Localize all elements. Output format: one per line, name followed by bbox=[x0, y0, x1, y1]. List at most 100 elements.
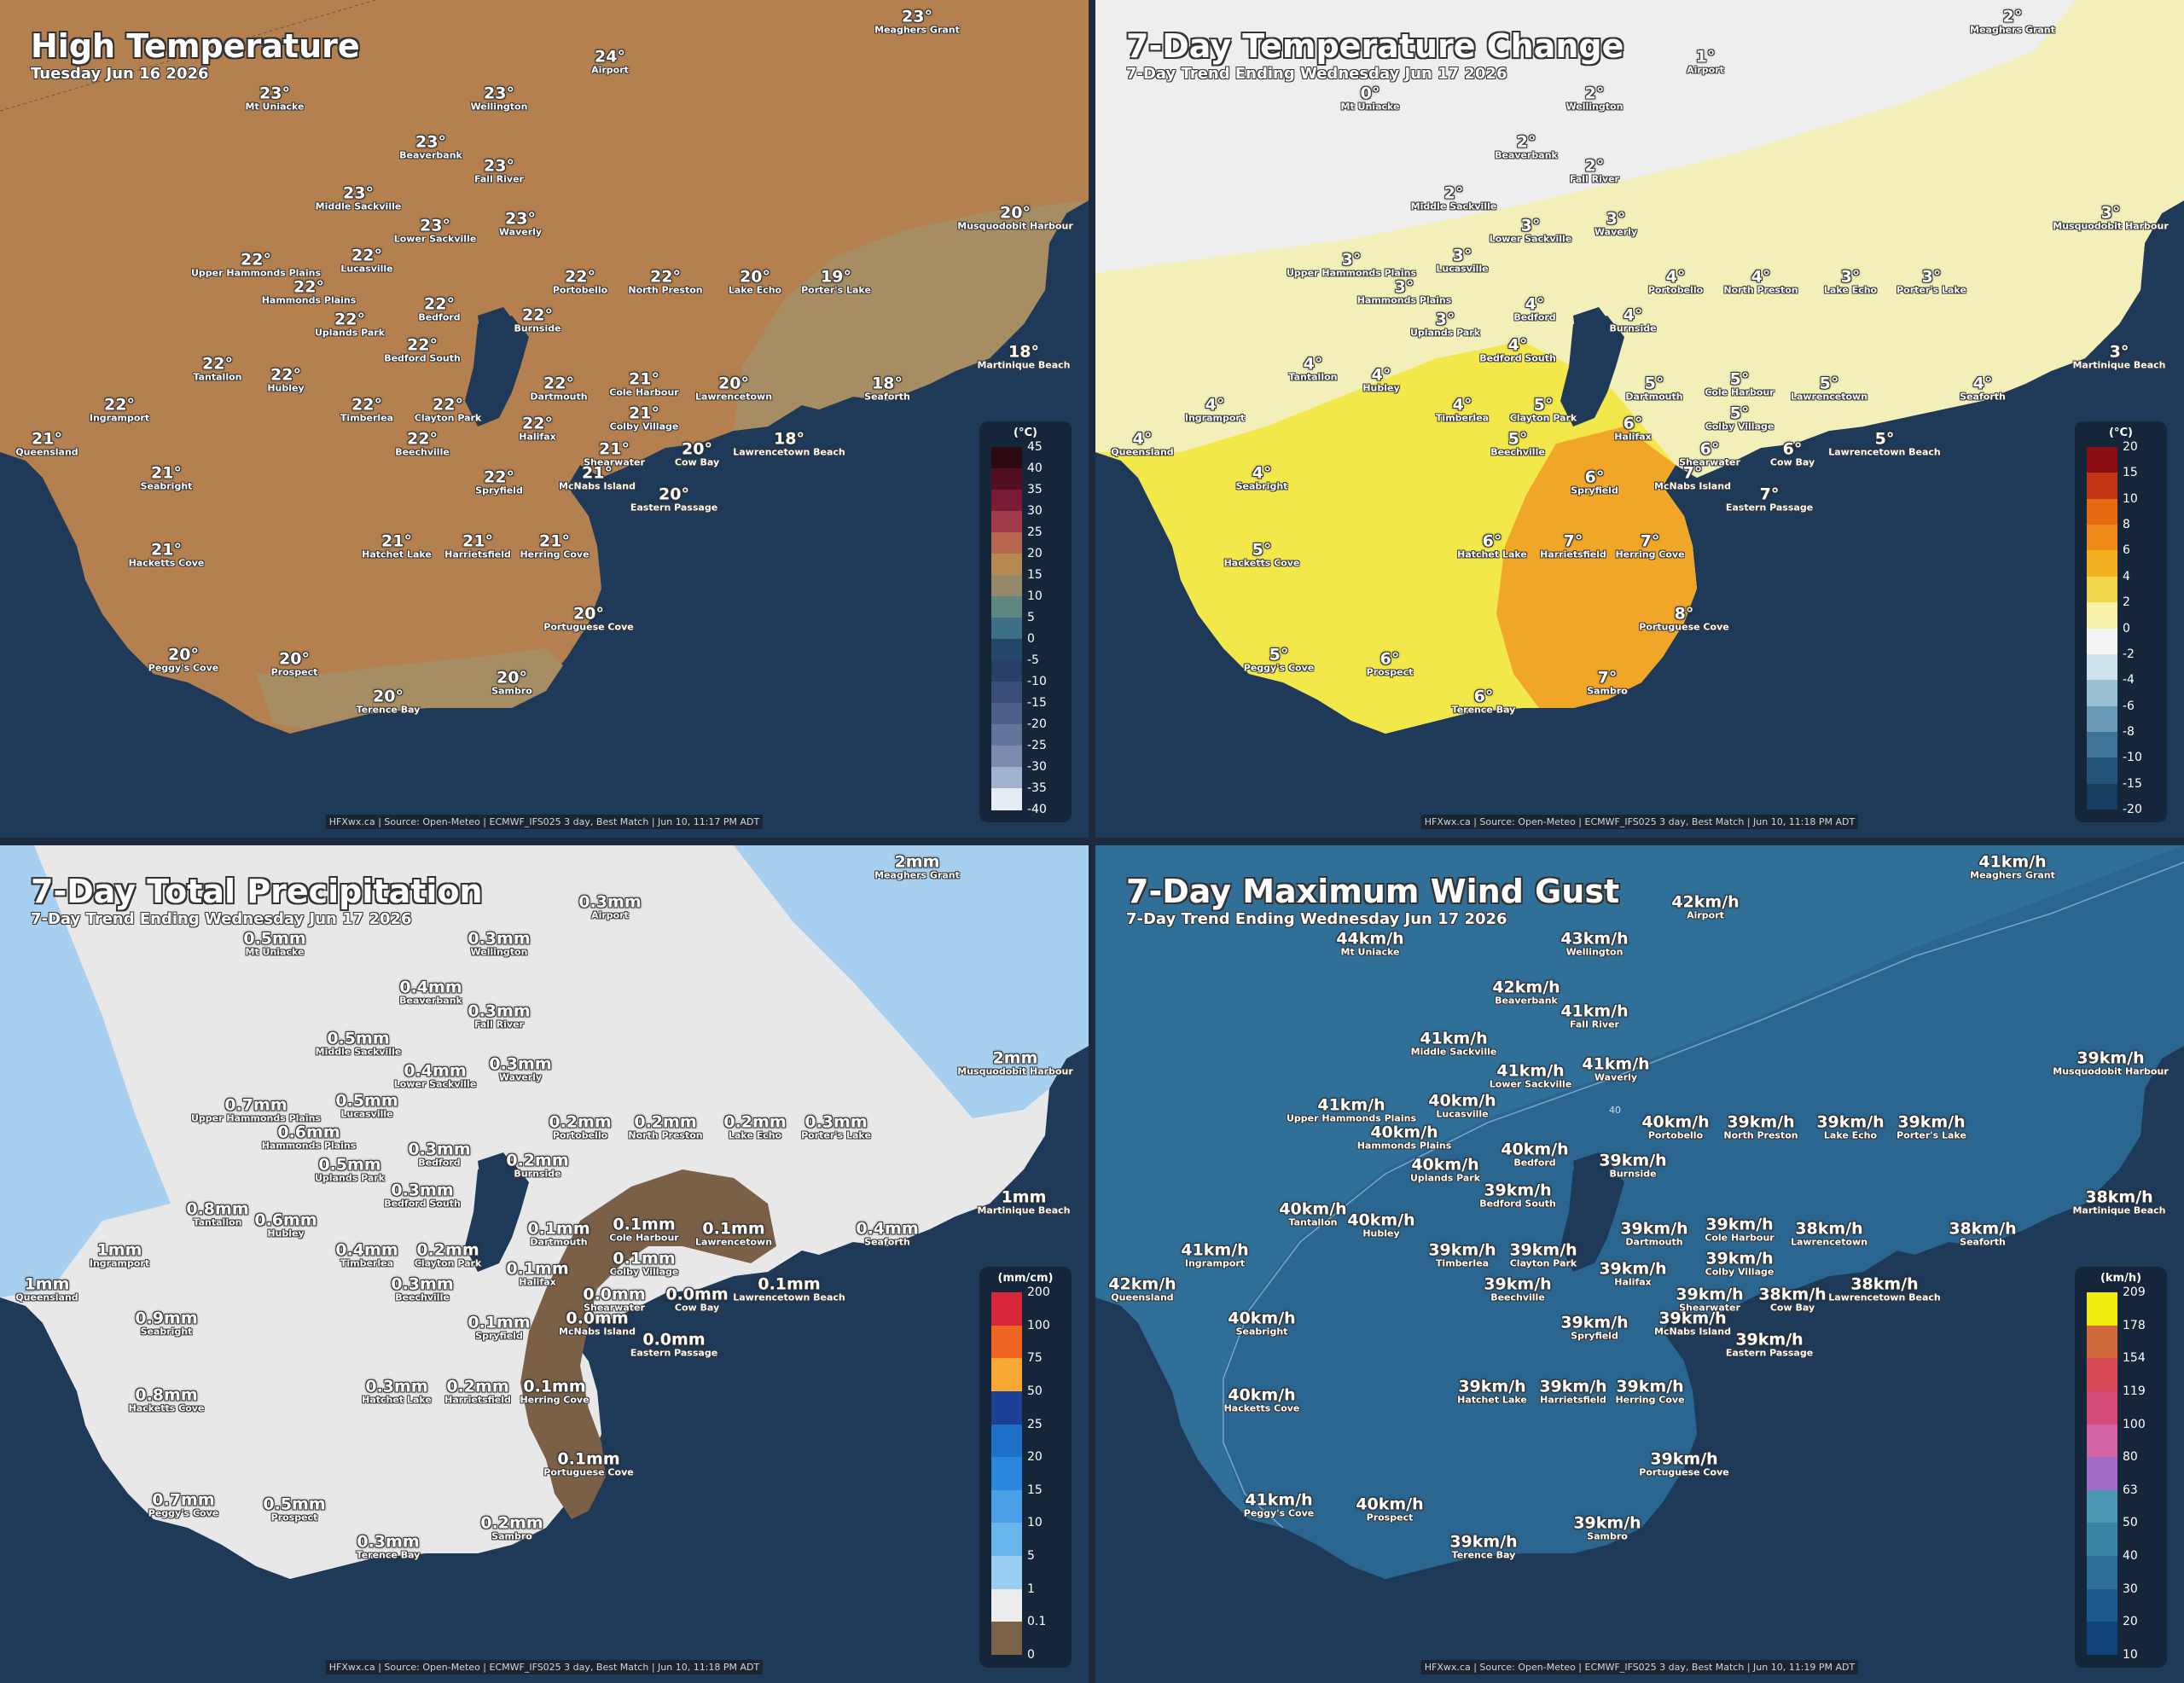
place-value: 0.3mm bbox=[468, 1001, 531, 1021]
place-name: Portobello bbox=[552, 1129, 608, 1141]
place-label: 0.3mm Fall River bbox=[468, 1002, 530, 1030]
legend-unit: (°C) bbox=[2109, 427, 2133, 439]
place-name: Hatchet Lake bbox=[1457, 548, 1527, 560]
place-name: Seabright bbox=[1235, 1326, 1288, 1338]
place-name: Lawrencetown Beach bbox=[733, 1291, 845, 1303]
place-name: Uplands Park bbox=[314, 1172, 386, 1184]
place-value: 7° bbox=[1759, 485, 1780, 504]
place-label: 38km/h Martinique Beach bbox=[2072, 1188, 2165, 1216]
place-name: Clayton Park bbox=[414, 412, 482, 424]
place-name: Meaghers Grant bbox=[874, 24, 960, 36]
legend-tick-label: 35 bbox=[1027, 483, 1043, 496]
place-label: 41km/h Peggy's Cove bbox=[1244, 1491, 1314, 1519]
place-value: 0.1mm bbox=[613, 1215, 676, 1234]
place-label: 22° Ingramport bbox=[90, 396, 149, 424]
place-name: Middle Sackville bbox=[1410, 200, 1497, 212]
place-label: 0.2mm Clayton Park bbox=[415, 1241, 482, 1269]
place-label: 21° Shearwater bbox=[584, 440, 645, 468]
legend-tick-label: 10 bbox=[1027, 1516, 1043, 1530]
legend-swatch bbox=[991, 703, 1022, 725]
legend-tick-label: -40 bbox=[1027, 803, 1047, 816]
place-value: 5° bbox=[1644, 374, 1664, 393]
place-label: 21° McNabs Island bbox=[559, 464, 636, 492]
legend-tick-label: 178 bbox=[2123, 1318, 2146, 1332]
place-value: 39km/h bbox=[1620, 1219, 1688, 1239]
place-value: 22° bbox=[650, 267, 681, 287]
place-name: Sambro bbox=[1587, 1530, 1628, 1542]
place-name: Burnside bbox=[514, 1168, 561, 1180]
place-label: 22° Beechville bbox=[395, 430, 450, 458]
place-name: Dartmouth bbox=[1625, 391, 1683, 403]
place-name: Eastern Passage bbox=[1725, 502, 1814, 514]
legend-swatch bbox=[2087, 1489, 2117, 1523]
place-label: 18° Lawrencetown Beach bbox=[733, 430, 845, 458]
place-name: Eastern Passage bbox=[1725, 1347, 1814, 1359]
place-name: Beaverbank bbox=[1495, 995, 1558, 1007]
legend-swatch bbox=[2087, 783, 2117, 810]
place-label: 4° North Preston bbox=[1723, 268, 1798, 296]
place-label: 5° Beechville bbox=[1490, 430, 1545, 458]
place-value: 4° bbox=[1452, 395, 1472, 415]
place-label: 4° Timberlea bbox=[1436, 396, 1489, 424]
place-name: Meaghers Grant bbox=[874, 869, 960, 881]
legend-tick-label: 30 bbox=[2123, 1581, 2138, 1596]
legend-tick-label: 10 bbox=[1027, 589, 1043, 603]
place-value: 3° bbox=[1394, 277, 1414, 297]
place-label: 22° Lucasville bbox=[340, 247, 392, 275]
place-label: 39km/h Hatchet Lake bbox=[1457, 1378, 1527, 1406]
place-label: 40km/h Uplands Park bbox=[1410, 1156, 1480, 1184]
place-value: 41km/h bbox=[1317, 1095, 1385, 1115]
place-name: Hammonds Plains bbox=[261, 1140, 357, 1152]
place-label: 0.0mm Eastern Passage bbox=[630, 1331, 717, 1359]
place-name: Hacketts Cove bbox=[1223, 1402, 1300, 1414]
place-label: 39km/h Colby Village bbox=[1705, 1250, 1774, 1278]
place-label: 2° Meaghers Grant bbox=[1970, 8, 2055, 36]
two-to-four-band bbox=[1095, 0, 2184, 478]
place-label: 0.2mm Lake Echo bbox=[723, 1113, 786, 1141]
place-value: 21° bbox=[32, 429, 62, 449]
place-label: 0.0mm Cow Bay bbox=[665, 1285, 728, 1314]
place-value: 39km/h bbox=[1616, 1377, 1684, 1396]
place-value: 38km/h bbox=[2085, 1187, 2153, 1207]
place-label: 4° Seaforth bbox=[1960, 374, 2006, 403]
place-name: Musquodobit Harbour bbox=[2053, 220, 2169, 232]
legend-swatch bbox=[991, 447, 1022, 469]
place-name: Beechville bbox=[1490, 1291, 1545, 1303]
place-labels: 2mm Meaghers Grant 0.3mm Airport 0.5mm Mt Uni… bbox=[0, 845, 1089, 1683]
place-value: 40km/h bbox=[1347, 1210, 1415, 1230]
legend-swatch bbox=[991, 1556, 1022, 1590]
place-name: Cole Harbour bbox=[609, 386, 679, 398]
place-label: 2mm Musquodobit Harbour bbox=[957, 1049, 1073, 1077]
place-name: Colby Village bbox=[1705, 421, 1774, 432]
place-label: 39km/h Dartmouth bbox=[1620, 1220, 1687, 1248]
place-labels: 41km/h Meaghers Grant 42km/h Airport 44km/h M… bbox=[1095, 845, 2184, 1683]
place-name: Hatchet Lake bbox=[362, 1394, 432, 1406]
place-label: 19° Porter's Lake bbox=[801, 268, 871, 296]
legend-swatch bbox=[991, 511, 1022, 533]
place-label: 20° Prospect bbox=[271, 650, 318, 678]
place-value: 4° bbox=[1303, 354, 1323, 374]
panel-title: High Temperature bbox=[31, 27, 360, 65]
place-label: 0.5mm Prospect bbox=[263, 1495, 325, 1523]
place-name: Hubley bbox=[1362, 1227, 1400, 1239]
place-name: Dartmouth bbox=[530, 391, 588, 403]
place-value: 40km/h bbox=[1228, 1385, 1296, 1405]
place-name: Airport bbox=[1687, 909, 1724, 921]
place-value: 3° bbox=[1452, 246, 1472, 265]
place-label: 23° Fall River bbox=[474, 157, 524, 185]
place-label: 21° Hatchet Lake bbox=[362, 532, 432, 560]
place-value: 0.3mm bbox=[804, 1112, 868, 1132]
place-name: Portobello bbox=[1647, 1129, 1704, 1141]
legend-swatch bbox=[2087, 1523, 2117, 1557]
temperature-change-panel: 7-Day Temperature Change 7-Day Trend End… bbox=[1095, 0, 2184, 838]
place-label: 2° Wellington bbox=[1566, 84, 1623, 113]
place-value: 0.3mm bbox=[391, 1274, 454, 1294]
place-label: 2mm Meaghers Grant bbox=[874, 853, 960, 881]
panel-subtitle: 7-Day Trend Ending Wednesday Jun 17 2026 bbox=[1126, 910, 1507, 928]
place-value: 23° bbox=[415, 132, 446, 152]
place-label: 4° Portobello bbox=[1648, 268, 1703, 296]
panel-title-block: High Temperature Tuesday Jun 16 2026 bbox=[31, 27, 360, 83]
place-value: 0.2mm bbox=[723, 1112, 787, 1132]
place-label: 3° Upper Hammonds Plains bbox=[1287, 251, 1416, 279]
one-to-five-mm-west bbox=[0, 845, 171, 1297]
